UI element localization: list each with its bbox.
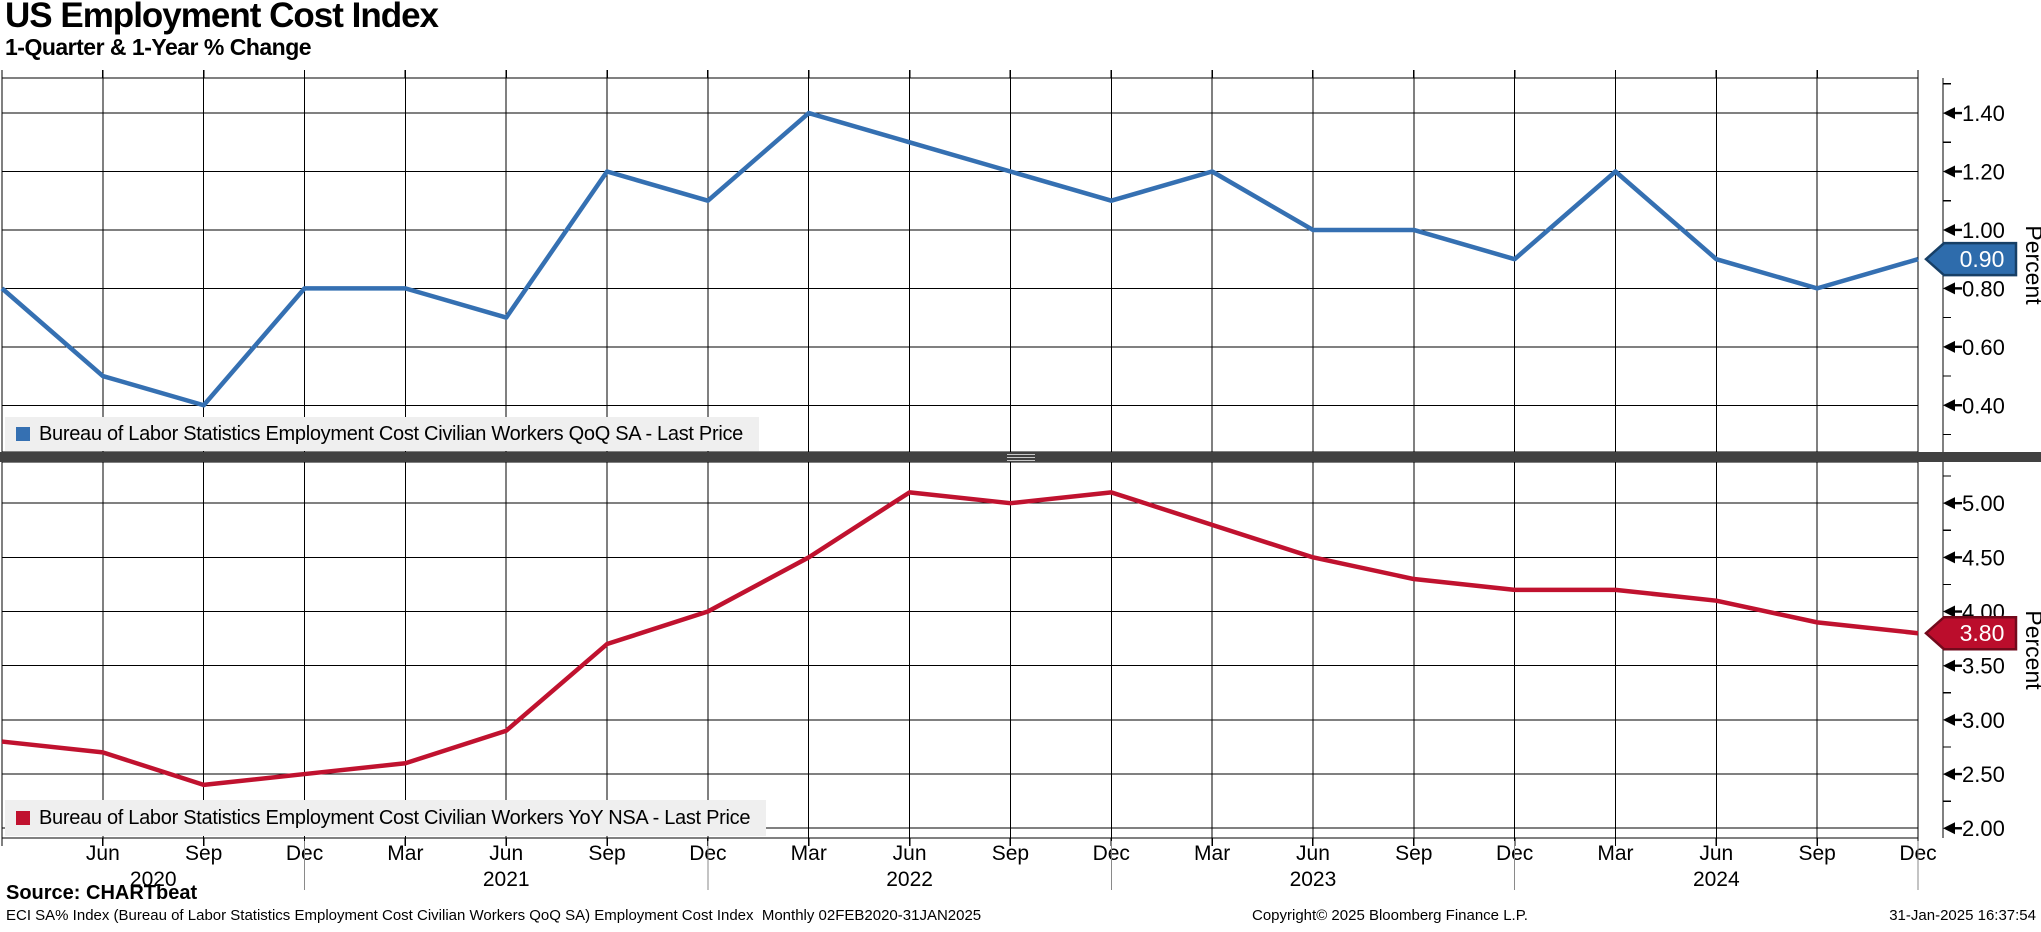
y-tick-label: 4.50	[1962, 545, 2005, 570]
x-tick-label: Sep	[1798, 842, 1835, 865]
qoq-series-swatch-icon	[16, 427, 30, 441]
x-axis-year-labels: 2020 2021 2022 2023 2024	[130, 841, 1919, 891]
year-label: 2021	[483, 868, 530, 891]
yoy-line	[1, 490, 1919, 788]
chart-description: ECI SA% Index (Bureau of Labor Statistic…	[6, 907, 982, 924]
year-label: 2023	[1290, 868, 1337, 891]
y-tick-label: 0.60	[1962, 335, 2005, 360]
y-tick-label: 5.00	[1962, 491, 2005, 516]
qoq-line	[0, 110, 1919, 408]
timestamp-label: 31-Jan-2025 16:37:54	[1889, 907, 2036, 924]
panel-qoq: 0.40 0.60 0.80 1.00 1.20 1.40 0.90 Percent	[0, 70, 2041, 453]
chart-title: US Employment Cost Index	[5, 0, 439, 35]
x-tick-label: Sep	[1395, 842, 1432, 865]
y-axis-title-qoq: Percent	[2021, 225, 2041, 305]
panel-border-qoq	[1, 77, 1919, 453]
last-price-badge-yoy: 3.80	[1924, 615, 2018, 651]
panel-yoy: 2.002.503.003.504.004.505.003.80 Percent	[1, 461, 2041, 846]
x-tick-label: Jun	[1699, 842, 1733, 865]
y-tick-label: 0.80	[1962, 276, 2005, 301]
x-axis-labels: Jun Sep Dec Mar Jun Sep Dec Mar Jun Sep Dec Mar Jun S…	[86, 842, 1937, 865]
x-tick-label: Sep	[185, 842, 222, 865]
top-x-ticks	[1, 70, 1919, 78]
last-price-badge-qoq: 0.90	[1924, 241, 2018, 277]
panel-divider[interactable]	[0, 452, 2041, 462]
x-tick-label: Jun	[893, 842, 927, 865]
vertical-gridlines-yoy	[102, 462, 1818, 838]
x-tick-label: Jun	[86, 842, 120, 865]
y-tick-label: 2.00	[1962, 816, 2005, 841]
chart-subtitle: 1-Quarter & 1-Year % Change	[5, 34, 312, 60]
x-tick-label: Jun	[489, 842, 523, 865]
y-tick-label: 1.00	[1962, 218, 2005, 243]
source-label: Source: CHARTbeat	[6, 882, 198, 904]
y-tick-label: 1.40	[1962, 101, 2005, 126]
yoy-series-swatch-icon	[16, 811, 30, 825]
y-axis-title-yoy: Percent	[2021, 610, 2041, 690]
x-tick-label: Mar	[1597, 842, 1633, 865]
copyright-label: Copyright© 2025 Bloomberg Finance L.P.	[1252, 907, 1528, 924]
year-label: 2020	[130, 868, 177, 891]
legend-label-yoy: Bureau of Labor Statistics Employment Co…	[39, 806, 751, 829]
x-tick-label: Mar	[387, 842, 423, 865]
x-tick-label: Sep	[588, 842, 625, 865]
y-tick-label: 3.00	[1962, 708, 2005, 733]
panel-border-yoy	[1, 461, 1919, 839]
legend-label-qoq: Bureau of Labor Statistics Employment Co…	[39, 422, 743, 445]
y-tick-label: 3.50	[1962, 654, 2005, 679]
last-price-value: 0.90	[1960, 246, 2005, 272]
year-label: 2022	[886, 868, 933, 891]
divider-grip-icon	[1006, 453, 1035, 461]
vertical-gridlines-qoq	[102, 78, 1818, 452]
x-tick-label: Mar	[1194, 842, 1230, 865]
y-tick-label: 2.50	[1962, 762, 2005, 787]
x-tick-label: Mar	[791, 842, 827, 865]
last-price-value: 3.80	[1960, 620, 2005, 646]
y-axis-yoy: 2.002.503.003.504.004.505.00	[1942, 462, 2005, 841]
x-tick-label: Jun	[1296, 842, 1330, 865]
horizontal-gridlines-yoy	[2, 502, 1918, 829]
legend-yoy[interactable]: Bureau of Labor Statistics Employment Co…	[5, 800, 767, 836]
y-tick-label: 1.20	[1962, 160, 2005, 185]
y-tick-label: 0.40	[1962, 393, 2005, 418]
year-label: 2024	[1693, 868, 1740, 891]
x-tick-label: Sep	[992, 842, 1029, 865]
y-axis-qoq: 0.40 0.60 0.80 1.00 1.20 1.40	[1942, 78, 2005, 452]
legend-qoq[interactable]: Bureau of Labor Statistics Employment Co…	[5, 417, 759, 451]
